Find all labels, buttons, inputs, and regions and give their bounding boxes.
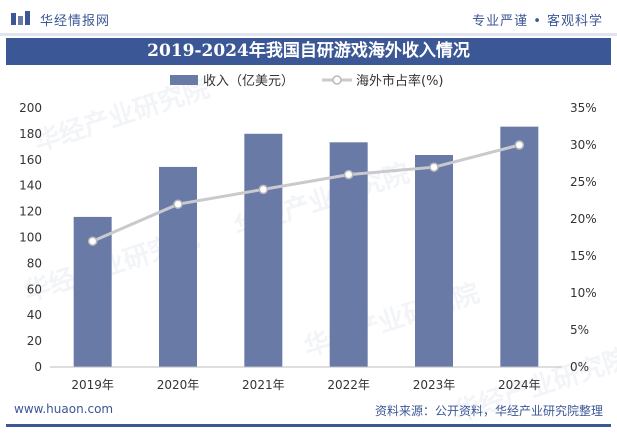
bar-2023年 [415,155,453,367]
brand-slogan: 专业严谨 • 客观科学 [472,14,603,29]
x-tick-label: 2024年 [498,378,541,392]
bar-series [73,126,539,367]
x-tick-label: 2023年 [413,378,456,392]
x-tick-label: 2019年 [71,378,114,392]
title-bar: 2019-2024年我国自研游戏海外收入情况 [6,38,611,65]
left-y-tick-label: 40 [27,308,42,322]
share-point-2022年 [343,169,354,180]
legend-label-income: 收入（亿美元） [203,74,294,89]
left-y-tick-label: 160 [19,153,42,167]
legend: 收入（亿美元） 海外市占率(%) [170,73,444,89]
left-y-tick-label: 120 [19,205,42,219]
footer-source: 资料来源：公开资料，华经产业研究院整理 [374,404,603,418]
left-y-axis: 0 20 40 60 80 100 120 140 160 180 200 [19,101,42,374]
right-y-tick-label: 5% [570,323,589,337]
x-tick-label: 2021年 [242,378,285,392]
header-divider [0,33,617,36]
x-axis: 2019年 2020年 2021年 2022年 2023年 2024年 [50,366,562,392]
right-y-axis: 0% 5% 10% 15% 20% 25% 30% 35% [570,101,597,374]
x-tick-label: 2020年 [157,378,200,392]
line-series [87,140,525,246]
right-y-tick-label: 25% [570,175,597,189]
legend-label-share: 海外市占率(%) [356,73,444,89]
bar-2021年 [244,133,283,367]
share-point-2023年 [429,162,439,172]
right-y-tick-label: 35% [570,101,597,115]
left-y-tick-label: 200 [19,101,42,115]
share-point-2020年 [173,199,183,209]
left-y-tick-label: 140 [19,179,42,193]
bar-2024年 [500,126,539,367]
right-y-tick-label: 0% [570,360,589,374]
footer-website: www.huaon.com [14,402,114,416]
share-point-2024年 [514,140,525,150]
share-line [92,143,520,243]
left-y-tick-label: 20 [27,334,42,348]
right-y-tick-label: 20% [570,212,597,226]
brand-name: 华经情报网 [40,14,111,29]
legend-swatch-income [170,75,198,85]
left-y-tick-label: 80 [27,256,42,270]
header-bar: 华经情报网 专业严谨 • 客观科学 [0,0,617,36]
legend-marker-share [332,75,342,85]
left-y-tick-label: 100 [19,231,42,245]
bar-2022年 [329,142,368,367]
chart-title: 2019-2024年我国自研游戏海外收入情况 [147,41,470,61]
chart-svg: 收入（亿美元） 海外市占率(%) 0 20 40 60 80 100 120 140 160 18… [19,73,597,392]
right-y-tick-label: 15% [570,249,597,263]
share-point-2021年 [258,184,269,195]
footer-divider [6,424,611,427]
left-y-tick-label: 60 [27,282,42,296]
left-y-tick-label: 0 [34,360,42,374]
brand-logo-icon [11,11,30,25]
right-y-tick-label: 10% [570,286,597,300]
x-tick-label: 2022年 [327,378,370,392]
right-y-tick-label: 30% [570,138,597,152]
bar-2020年 [159,166,197,367]
left-y-tick-label: 180 [19,127,42,141]
share-point-2019年 [87,236,98,246]
